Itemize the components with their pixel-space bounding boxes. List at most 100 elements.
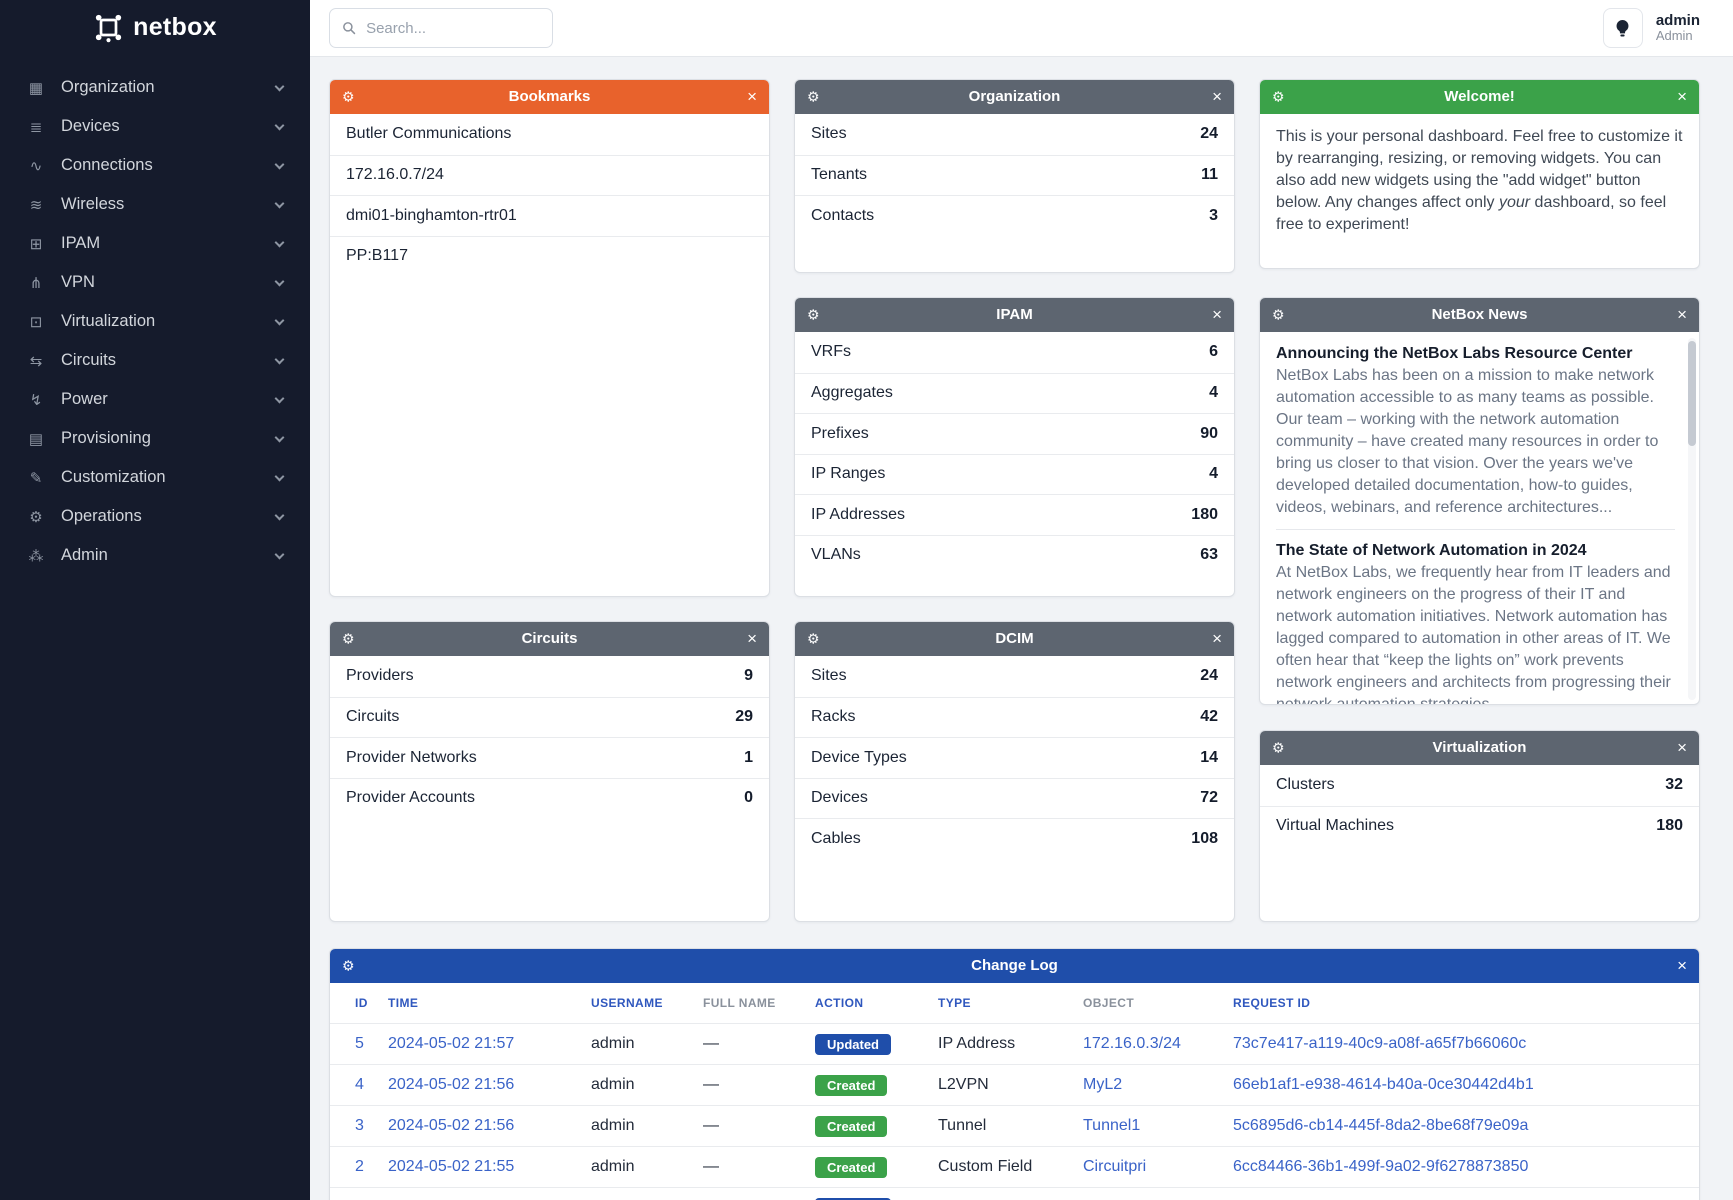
column-header[interactable]: USERNAME bbox=[591, 996, 663, 1010]
gear-icon[interactable]: ⚙ bbox=[1272, 739, 1285, 756]
chevron-down-icon bbox=[274, 237, 285, 247]
sidebar-item[interactable]: ⁂ Admin bbox=[0, 536, 310, 575]
widget-title: Organization bbox=[968, 88, 1061, 105]
sidebar-item-label: VPN bbox=[61, 273, 95, 291]
changelog-request-link[interactable]: 6cc84466-36b1-499f-9a02-9f6278873850 bbox=[1233, 1158, 1529, 1175]
bookmark-item[interactable]: 172.16.0.7/24 bbox=[330, 154, 769, 196]
column-header[interactable]: TYPE bbox=[938, 996, 971, 1010]
sidebar-item[interactable]: ▦ Organization bbox=[0, 68, 310, 107]
monitor-icon: ⊡ bbox=[29, 313, 43, 331]
plug-icon: ∿ bbox=[29, 157, 43, 175]
sidebar-item[interactable]: ≋ Wireless bbox=[0, 185, 310, 224]
bookmark-item[interactable]: dmi01-binghamton-rtr01 bbox=[330, 195, 769, 236]
bookmark-item[interactable]: PP:B117 bbox=[330, 235, 769, 277]
sidebar-item[interactable]: ∿ Connections bbox=[0, 146, 310, 185]
widget-virtualization: ⚙ Virtualization × Clusters 32 Virtual M… bbox=[1259, 730, 1700, 922]
sidebar-item[interactable]: ≣ Devices bbox=[0, 107, 310, 146]
news-headline[interactable]: The State of Network Automation in 2024 bbox=[1276, 542, 1587, 559]
sidebar-item[interactable]: ⚙ Operations bbox=[0, 497, 310, 536]
changelog-request-link[interactable]: 66eb1af1-e938-4614-b40a-0ce30442d4b1 bbox=[1233, 1076, 1534, 1093]
close-icon[interactable]: × bbox=[1677, 87, 1687, 106]
sidebar-item-label: Power bbox=[61, 390, 108, 408]
column-header[interactable]: FULL NAME bbox=[703, 996, 776, 1010]
user-info[interactable]: admin Admin bbox=[1656, 12, 1700, 44]
gear-icon[interactable]: ⚙ bbox=[342, 88, 355, 105]
column-header[interactable]: OBJECT bbox=[1083, 996, 1135, 1010]
close-icon[interactable]: × bbox=[1212, 305, 1222, 324]
bookmark-item[interactable]: Butler Communications bbox=[330, 114, 769, 155]
sidebar-item-label: Admin bbox=[61, 546, 108, 564]
close-icon[interactable]: × bbox=[1212, 629, 1222, 648]
column-header[interactable]: TIME bbox=[388, 996, 419, 1010]
dashboard: ⚙ Bookmarks × Butler Communications 172.… bbox=[310, 57, 1733, 1200]
changelog-type: L2VPN bbox=[938, 1076, 989, 1093]
action-badge[interactable]: Created bbox=[815, 1074, 888, 1096]
stat-label: Clusters bbox=[1276, 776, 1335, 794]
changelog-username: admin bbox=[591, 1117, 635, 1134]
action-badge[interactable]: Created bbox=[815, 1115, 888, 1137]
news-headline[interactable]: Announcing the NetBox Labs Resource Cent… bbox=[1276, 345, 1633, 362]
changelog-time-link[interactable]: 2024-05-02 21:56 bbox=[388, 1076, 515, 1093]
changelog-object-link[interactable]: Tunnel1 bbox=[1083, 1117, 1141, 1134]
gear-icon[interactable]: ⚙ bbox=[807, 306, 820, 323]
sidebar-item[interactable]: ⊡ Virtualization bbox=[0, 302, 310, 341]
search-box[interactable] bbox=[329, 8, 553, 48]
widget-header: ⚙ NetBox News × bbox=[1260, 298, 1699, 332]
table-row: 2 2024-05-02 21:55 admin — Created Custo… bbox=[330, 1146, 1699, 1187]
changelog-id-link[interactable]: 4 bbox=[355, 1076, 364, 1093]
gear-icon[interactable]: ⚙ bbox=[1272, 88, 1285, 105]
stat-row: IP Addresses 180 bbox=[795, 494, 1234, 535]
action-badge[interactable]: Updated bbox=[815, 1033, 891, 1055]
gear-icon[interactable]: ⚙ bbox=[342, 957, 355, 974]
sidebar-item[interactable]: ↯ Power bbox=[0, 380, 310, 419]
close-icon[interactable]: × bbox=[747, 629, 757, 648]
sidebar-item[interactable]: ⋔ VPN bbox=[0, 263, 310, 302]
changelog-object-link[interactable]: Circuitpri bbox=[1083, 1158, 1147, 1175]
close-icon[interactable]: × bbox=[747, 87, 757, 106]
close-icon[interactable]: × bbox=[1677, 956, 1687, 975]
clipboard-icon: ▤ bbox=[28, 430, 44, 448]
action-badge[interactable]: Created bbox=[815, 1156, 888, 1178]
news-item: Announcing the NetBox Labs Resource Cent… bbox=[1276, 343, 1675, 530]
netbox-logo[interactable]: netbox bbox=[0, 0, 310, 54]
changelog-request-link[interactable]: 5c6895d6-cb14-445f-8da2-8be68f79e09a bbox=[1233, 1117, 1529, 1134]
close-icon[interactable]: × bbox=[1677, 305, 1687, 324]
column-header[interactable]: ID bbox=[355, 996, 368, 1010]
close-icon[interactable]: × bbox=[1677, 738, 1687, 757]
theme-toggle-button[interactable] bbox=[1602, 8, 1643, 48]
stat-label: Cables bbox=[811, 829, 861, 847]
scrollbar[interactable] bbox=[1688, 338, 1696, 700]
changelog-id-link[interactable]: 2 bbox=[355, 1158, 364, 1175]
welcome-text: This is your personal dashboard. Feel fr… bbox=[1276, 128, 1683, 233]
close-icon[interactable]: × bbox=[1212, 87, 1222, 106]
search-input[interactable] bbox=[366, 19, 540, 37]
changelog-request-link[interactable]: 73c7e417-a119-40c9-a08f-a65f7b66060c bbox=[1233, 1035, 1527, 1052]
table-row: 5 2024-05-02 21:57 admin — Updated IP Ad… bbox=[330, 1023, 1699, 1064]
chevron-down-icon bbox=[274, 81, 285, 91]
gear-icon[interactable]: ⚙ bbox=[807, 630, 820, 647]
changelog-time-link[interactable]: 2024-05-02 21:55 bbox=[388, 1158, 515, 1175]
search-icon bbox=[343, 22, 356, 35]
changelog-object-link[interactable]: 172.16.0.3/24 bbox=[1083, 1035, 1181, 1052]
column-header[interactable]: ACTION bbox=[815, 996, 864, 1010]
stat-row: Racks 42 bbox=[795, 696, 1234, 738]
changelog-id-link[interactable]: 3 bbox=[355, 1117, 364, 1134]
action-badge[interactable]: Updated bbox=[815, 1197, 891, 1200]
column-header[interactable]: REQUEST ID bbox=[1233, 996, 1311, 1010]
gear-icon[interactable]: ⚙ bbox=[342, 630, 355, 647]
changelog-time-link[interactable]: 2024-05-02 21:56 bbox=[388, 1117, 515, 1134]
changelog-id-link[interactable]: 5 bbox=[355, 1035, 364, 1052]
changelog-full-name: — bbox=[703, 1035, 719, 1052]
scrollbar-thumb[interactable] bbox=[1688, 341, 1696, 446]
gear-icon[interactable]: ⚙ bbox=[807, 88, 820, 105]
sidebar-item[interactable]: ✎ Customization bbox=[0, 458, 310, 497]
widget-header: ⚙ Virtualization × bbox=[1260, 731, 1699, 765]
changelog-time-link[interactable]: 2024-05-02 21:57 bbox=[388, 1035, 515, 1052]
sidebar-item[interactable]: ⊞ IPAM bbox=[0, 224, 310, 263]
stat-label: Sites bbox=[811, 667, 847, 685]
sidebar-item[interactable]: ⇆ Circuits bbox=[0, 341, 310, 380]
user-menu[interactable]: admin Admin bbox=[1602, 8, 1700, 48]
sidebar-item[interactable]: ▤ Provisioning bbox=[0, 419, 310, 458]
changelog-object-link[interactable]: MyL2 bbox=[1083, 1076, 1123, 1093]
gear-icon[interactable]: ⚙ bbox=[1272, 306, 1285, 323]
